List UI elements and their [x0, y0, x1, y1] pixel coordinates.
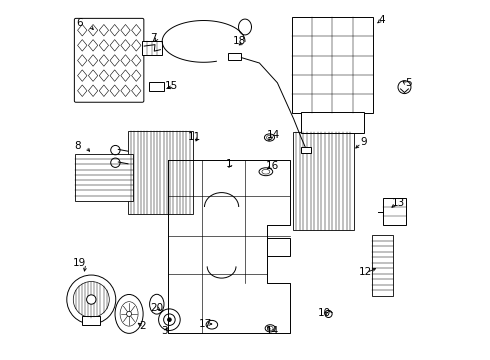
Text: 4: 4 [378, 15, 385, 25]
Bar [128, 131, 193, 214]
Bar [293, 132, 354, 230]
Bar [301, 147, 311, 153]
FancyBboxPatch shape [74, 18, 144, 102]
Text: 14: 14 [267, 130, 280, 140]
Text: 20: 20 [150, 303, 163, 313]
Text: 17: 17 [199, 319, 212, 329]
Text: 16: 16 [266, 161, 279, 171]
Circle shape [168, 318, 171, 321]
Bar [228, 53, 242, 60]
Bar [82, 316, 100, 325]
Text: 19: 19 [73, 258, 86, 268]
Circle shape [87, 295, 96, 304]
Bar [301, 112, 364, 133]
Text: 15: 15 [165, 81, 178, 91]
Bar [372, 235, 392, 296]
Text: 11: 11 [188, 132, 201, 142]
Text: 9: 9 [361, 137, 367, 147]
Bar [383, 198, 406, 225]
Bar [149, 82, 164, 91]
Text: 8: 8 [74, 141, 81, 151]
Text: 10: 10 [318, 308, 331, 318]
Text: 1: 1 [225, 159, 232, 169]
Text: 12: 12 [359, 267, 372, 277]
Circle shape [126, 311, 132, 316]
Text: 7: 7 [150, 33, 156, 43]
Text: 5: 5 [406, 78, 412, 88]
Bar [75, 154, 133, 201]
Polygon shape [168, 160, 290, 333]
Bar [143, 41, 162, 55]
Text: 18: 18 [233, 36, 246, 46]
Text: 3: 3 [161, 326, 167, 336]
Text: 6: 6 [76, 18, 83, 28]
Bar [267, 238, 290, 256]
Text: 2: 2 [139, 321, 146, 331]
Text: 13: 13 [392, 198, 405, 208]
Bar [292, 17, 373, 113]
Text: 14: 14 [266, 326, 279, 336]
